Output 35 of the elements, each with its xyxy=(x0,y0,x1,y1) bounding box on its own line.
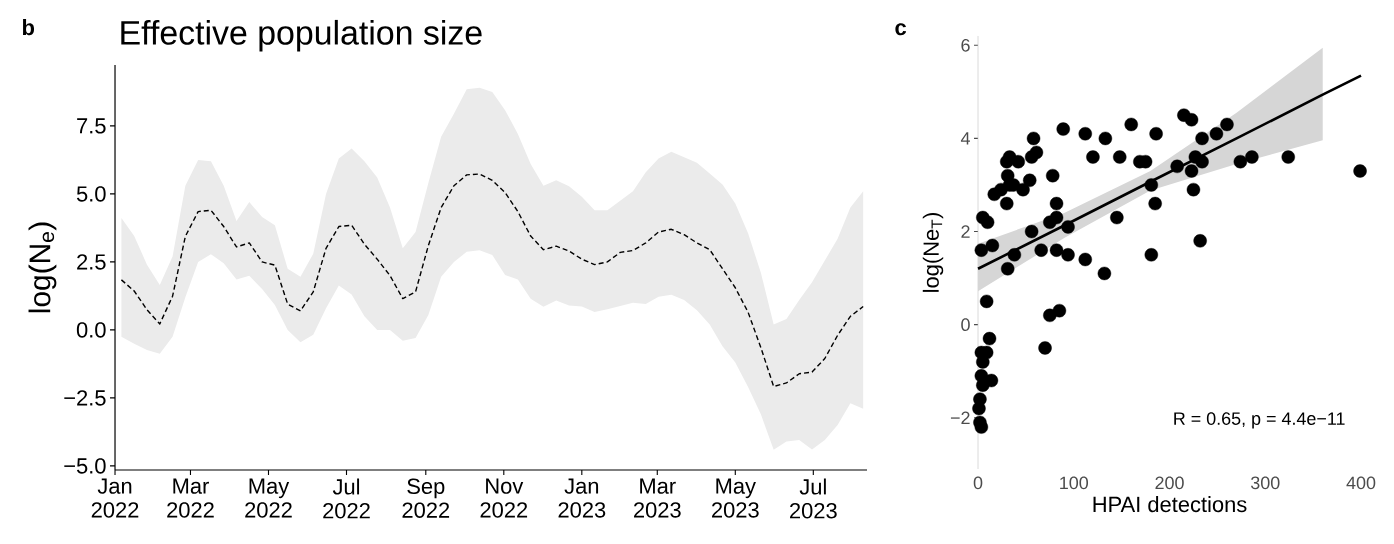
x-tick-label: Nov 2022 xyxy=(480,478,528,518)
x-tick-label: Jul 2023 xyxy=(790,478,837,519)
y-tick-label: −5.0 xyxy=(64,458,106,474)
annotation: R = 0.65, p = 4.4e−11 xyxy=(1174,412,1345,429)
x-tick-label: 200 xyxy=(1155,476,1184,490)
y-tick-label: 7.5 xyxy=(77,118,106,134)
y-tick-label: 6 xyxy=(961,38,970,52)
text: c xyxy=(895,23,907,36)
x-tick-label: 100 xyxy=(1060,476,1089,490)
x-tick-label: Mar 2023 xyxy=(634,478,681,518)
y-axis-title: log(Ne$_{T}$) xyxy=(922,212,944,292)
y-tick-label: 0 xyxy=(961,318,970,331)
x-tick-label: May 2023 xyxy=(712,478,759,518)
x-tick-label: 300 xyxy=(1251,476,1280,490)
text: b xyxy=(22,19,35,36)
x-tick-label: May 2022 xyxy=(245,478,292,518)
y-tick-label: 4 xyxy=(960,132,970,145)
line-series xyxy=(120,173,864,388)
chart-title: Effective population size xyxy=(121,19,482,52)
y-tick-label: 2 xyxy=(961,225,970,238)
y-tick-label: 2.5 xyxy=(77,254,106,270)
x-tick-label: Jan 2022 xyxy=(91,478,139,518)
x-axis-title: HPAI detections xyxy=(1093,496,1247,513)
y-tick-label: −2 xyxy=(950,411,970,425)
y-tick-label: 5.0 xyxy=(76,186,106,202)
x-tick-label: Jul 2022 xyxy=(323,478,370,519)
x-tick-label: 400 xyxy=(1346,476,1376,490)
x-tick-label: Mar 2022 xyxy=(167,478,214,518)
y-tick-label: −2.5 xyxy=(64,390,106,406)
x-tick-label: Sep 2022 xyxy=(402,478,450,518)
y-tick-label: 0.0 xyxy=(76,322,106,338)
x-tick-label: 0 xyxy=(973,476,983,490)
x-tick-label: Jan 2023 xyxy=(558,478,606,518)
line-series xyxy=(976,74,1363,271)
y-axis-title: log(N$_{e}$) xyxy=(28,222,57,313)
